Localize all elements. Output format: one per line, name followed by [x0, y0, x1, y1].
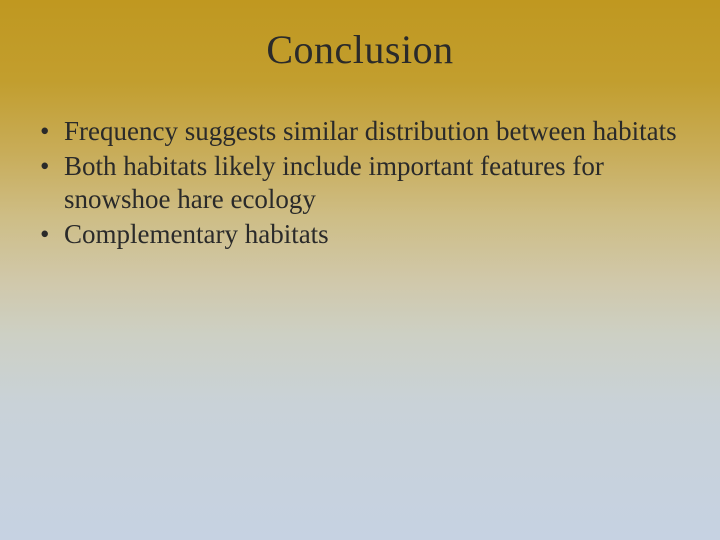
bullet-list: Frequency suggests similar distribution … — [32, 115, 688, 251]
bullet-item: Complementary habitats — [36, 218, 688, 251]
bullet-item: Both habitats likely include important f… — [36, 150, 688, 216]
bullet-item: Frequency suggests similar distribution … — [36, 115, 688, 148]
slide: Conclusion Frequency suggests similar di… — [0, 0, 720, 540]
slide-title: Conclusion — [32, 26, 688, 73]
